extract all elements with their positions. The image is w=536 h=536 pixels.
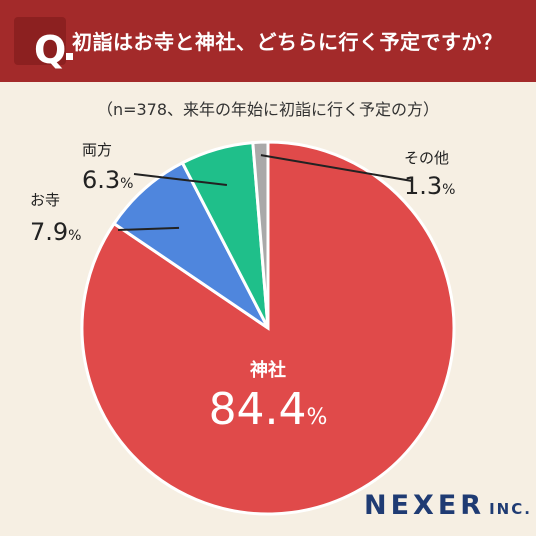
slice-label-ryouhou: 両方 — [82, 141, 112, 159]
slice-value-ryouhou: 6.3% — [82, 166, 133, 194]
pie-slice-sonota — [251, 140, 270, 329]
q-dot — [66, 53, 73, 60]
leader-line-sonota — [260, 154, 413, 182]
q-letter: Q — [34, 28, 67, 72]
leader-line-otera — [117, 226, 180, 231]
q-badge: Q — [14, 17, 73, 69]
slice-value-sonota: 1.3% — [404, 172, 455, 200]
pie-slice-jinja — [80, 140, 456, 516]
pie-slice-otera — [111, 160, 270, 330]
question-text: 初詣はお寺と神社、どちらに行く予定ですか？ — [72, 30, 503, 54]
slice-value-jinja: 84.4% — [209, 384, 328, 435]
slice-label-sonota: その他 — [404, 149, 449, 167]
brand-suffix: INC. — [489, 500, 532, 518]
slice-value-otera: 7.9% — [30, 218, 81, 246]
brand-logo: NEXER INC. — [364, 490, 532, 521]
brand-name: NEXER — [364, 490, 486, 521]
leader-line-ryouhou — [133, 173, 228, 186]
header-banner: Q 初詣はお寺と神社、どちらに行く予定ですか？ — [0, 0, 536, 82]
slice-label-jinja: 神社 — [250, 359, 286, 381]
slice-label-otera: お寺 — [30, 191, 60, 209]
chart-subtitle: （n=378、来年の年始に初詣に行く予定の方） — [96, 100, 440, 119]
